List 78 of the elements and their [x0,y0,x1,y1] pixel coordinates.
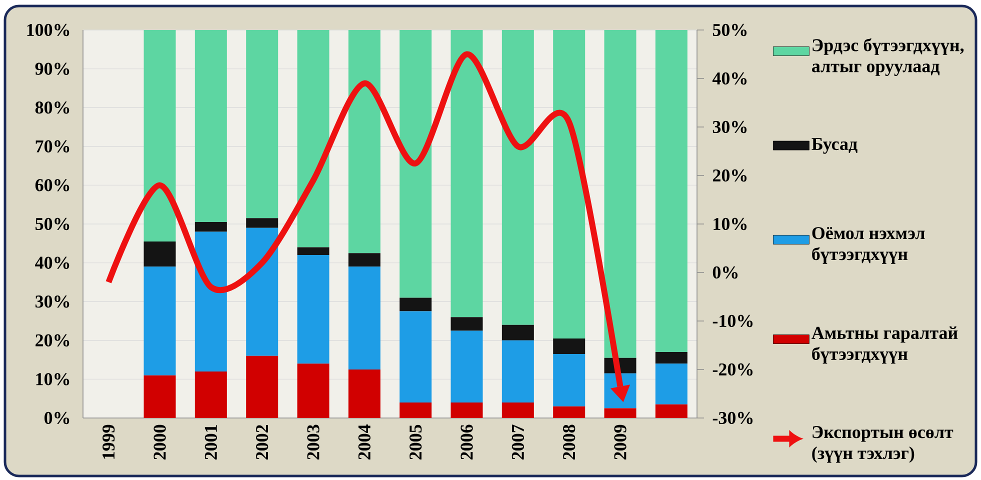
y2-tick-label: -30% [712,412,753,424]
bar [553,338,586,354]
bar [655,30,688,352]
bar [297,247,330,256]
bar [553,406,586,418]
bar [450,330,483,402]
bar [348,370,380,418]
x-tick-label: 2005 [410,424,422,460]
bar [246,356,278,418]
bar [194,232,227,372]
bar [246,228,278,356]
y2-tick-label: 40% [712,72,747,85]
y-tick-label: 10% [36,373,70,386]
bar [450,402,483,418]
bar [297,364,330,418]
x-tick-label: 2000 [154,424,166,460]
y-tick-label: 70% [36,140,70,152]
y2-tick-label: 20% [712,169,747,182]
y-tick-label: 0% [44,412,70,424]
bar [400,30,432,298]
bar [502,30,534,325]
bar [450,317,483,331]
bar [144,241,176,267]
legend-label: Эрдэс бүтээгдхүүн, алтыг оруулаад [812,38,964,76]
bar [553,30,586,338]
y-tick-label: 50% [36,218,70,230]
bar [502,324,534,340]
bar [400,298,432,312]
legend-label: Экспортын өсөлт (зүүн тэхлэг) [812,426,954,463]
bar [194,222,227,232]
bar [144,375,176,418]
y2-tick-label: 10% [714,218,747,230]
bar [246,218,278,228]
y2-tick-label: -20% [712,363,753,376]
x-tick-label: 2002 [256,424,268,460]
x-tick-label: 2004 [358,424,370,460]
x-tick-label: 1999 [102,424,115,459]
bar [297,255,330,364]
y-tick-label: 30% [35,296,70,308]
y2-tick-label: 50% [712,24,747,36]
bar [144,30,176,242]
y2-tick-label: 0% [712,266,738,279]
legend-label: Оёмол нэхмэл бүтээгдхүүн [812,226,925,264]
bar [655,404,688,418]
bar [553,354,586,406]
y-tick-label: 20% [36,334,70,346]
x-tick-label: 2007 [512,424,524,460]
bar [348,30,380,254]
y-tick-label: 60% [35,179,70,192]
legend-label: Амьтны гаралтай бүтээгдхүүн [812,326,958,364]
bar [348,253,380,267]
y-tick-label: 40% [35,256,70,269]
y2-tick-label: 30% [712,120,747,134]
bar [450,30,483,318]
bar [604,30,636,358]
bar [144,266,176,376]
bar [400,311,432,402]
y2-tick-label: -10% [712,314,753,328]
legend-label: Бусад [812,138,858,154]
bar [297,30,330,248]
y-tick-label: 100% [27,24,70,36]
bar [655,364,688,404]
x-tick-label: 2003 [307,424,320,460]
bar [502,402,534,418]
bar [400,402,432,418]
bar [194,30,227,222]
bar [655,352,688,364]
bar [502,340,534,402]
x-tick-label: 2006 [460,424,473,460]
bar [246,30,278,218]
x-tick-label: 2008 [563,424,576,460]
bar [194,371,227,418]
x-tick-label: 2001 [204,425,217,460]
y-tick-label: 80% [35,102,70,114]
y-tick-label: 90% [35,62,70,75]
bar [604,408,636,418]
bar [348,266,380,370]
x-tick-label: 2009 [614,424,626,460]
